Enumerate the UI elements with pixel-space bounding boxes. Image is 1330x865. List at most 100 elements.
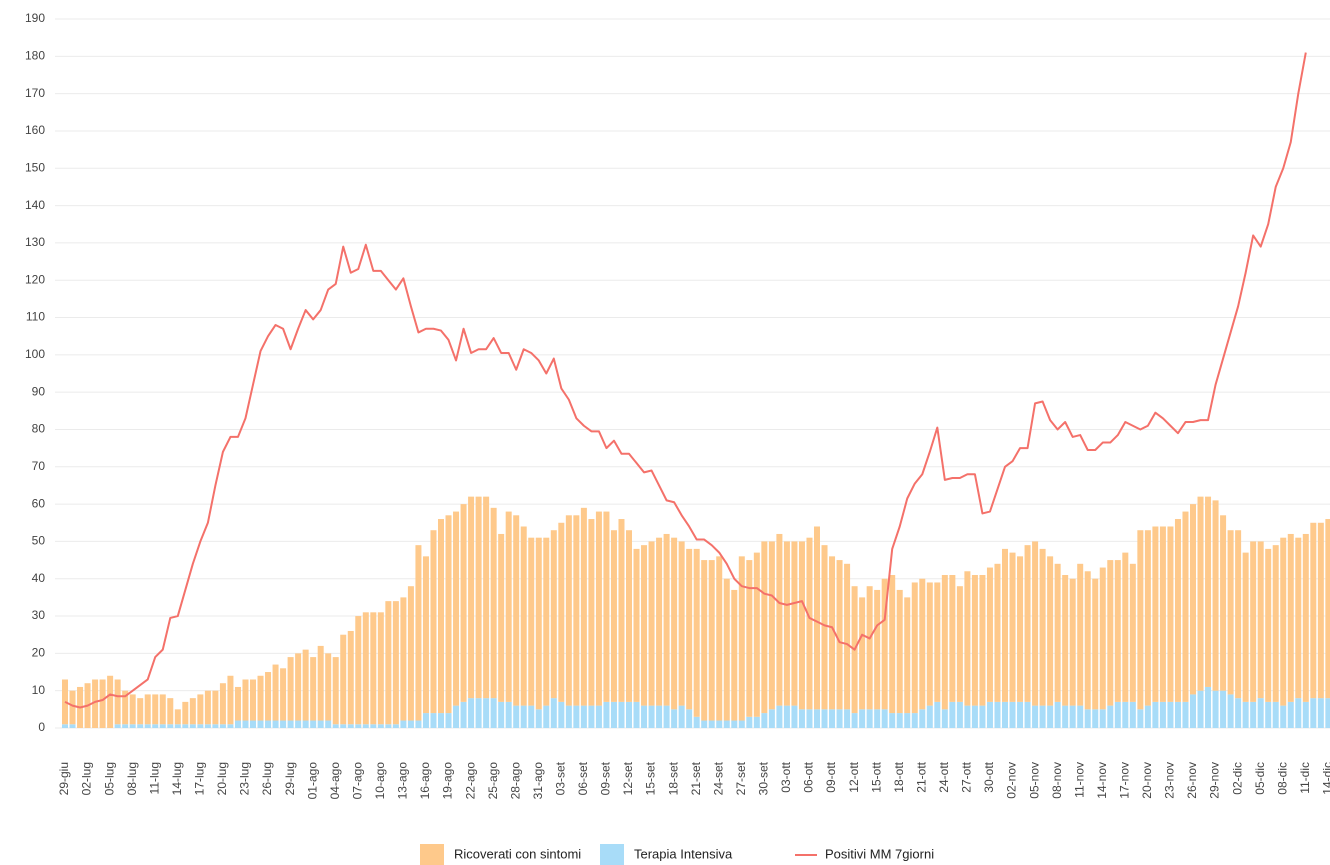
bar: [122, 724, 129, 728]
bar: [859, 709, 866, 728]
bar: [761, 541, 768, 714]
y-tick-label: 100: [25, 347, 45, 361]
bar: [69, 690, 76, 725]
bar: [1295, 698, 1302, 728]
bar: [783, 705, 790, 728]
x-tick-label: 30-set: [757, 761, 771, 795]
bar: [603, 701, 610, 728]
bar: [1137, 709, 1144, 728]
bar: [956, 701, 963, 728]
bar: [152, 724, 159, 728]
bar: [964, 571, 971, 706]
bar: [964, 705, 971, 728]
bar: [1167, 526, 1174, 702]
bar: [1159, 526, 1166, 702]
bar: [701, 720, 708, 728]
bar: [498, 701, 505, 728]
bar: [242, 720, 249, 728]
legend: Ricoverati con sintomi Terapia Intensiva P…: [420, 844, 934, 865]
y-tick-label: 90: [32, 384, 46, 398]
bar: [189, 698, 196, 725]
x-tick-label: 17-nov: [1117, 762, 1131, 799]
x-tick-label: 27-ott: [960, 761, 974, 792]
bar: [505, 511, 512, 702]
bar: [829, 556, 836, 710]
bar: [1129, 563, 1136, 702]
bar: [505, 701, 512, 728]
bar: [520, 526, 527, 706]
bar: [693, 548, 700, 717]
x-tick-label: 23-lug: [238, 762, 252, 795]
bar: [941, 575, 948, 710]
x-tick-label: 05-dic: [1253, 762, 1267, 795]
bar: [986, 567, 993, 702]
bar: [535, 709, 542, 728]
bar: [904, 597, 911, 714]
bar: [234, 720, 241, 728]
bar: [445, 515, 452, 714]
bar: [971, 705, 978, 728]
bar: [768, 541, 775, 710]
bar: [994, 701, 1001, 728]
bar: [257, 675, 264, 721]
bar: [137, 724, 144, 728]
bar: [1159, 701, 1166, 728]
bar: [167, 724, 174, 728]
x-tick-label: 12-ott: [847, 761, 861, 792]
x-tick-label: 29-nov: [1208, 762, 1222, 799]
x-tick-label: 25-ago: [486, 762, 500, 800]
bar: [1235, 530, 1242, 699]
bar: [610, 530, 617, 702]
y-tick-label: 150: [25, 160, 45, 174]
legend-label: Ricoverati con sintomi: [454, 846, 581, 861]
bar: [806, 537, 813, 710]
x-tick-label: 24-ott: [937, 761, 951, 792]
bar: [1114, 560, 1121, 702]
bar: [678, 541, 685, 706]
bar: [122, 690, 129, 725]
bar: [1265, 548, 1272, 702]
bar: [212, 724, 219, 728]
bar: [310, 657, 317, 721]
bar: [392, 601, 399, 725]
bar: [814, 709, 820, 728]
bar: [543, 537, 550, 706]
bar: [663, 533, 670, 706]
bar: [791, 705, 798, 728]
bar: [829, 709, 836, 728]
x-tick-label: 14-nov: [1095, 762, 1109, 799]
bar: [1047, 705, 1054, 728]
bar: [407, 586, 414, 721]
bar: [580, 705, 587, 728]
bar: [182, 724, 189, 728]
x-tick-label: 18-ott: [892, 761, 906, 792]
bar: [204, 690, 211, 725]
bar: [580, 507, 587, 706]
bar: [716, 720, 723, 728]
bar: [926, 582, 933, 706]
x-tick-label: 11-nov: [1072, 762, 1086, 798]
bar: [1099, 709, 1106, 728]
bar: [528, 705, 535, 728]
x-tick-label: 17-lug: [193, 762, 207, 795]
bar: [1032, 705, 1039, 728]
bar: [1287, 701, 1294, 728]
bar: [1287, 533, 1294, 702]
bar: [595, 705, 602, 728]
bar: [1084, 709, 1091, 728]
bar: [1265, 701, 1272, 728]
x-tick-label: 06-set: [576, 761, 590, 795]
y-tick-label: 0: [38, 720, 45, 734]
bar: [325, 653, 332, 721]
x-tick-label: 13-ago: [396, 762, 410, 800]
bar: [821, 709, 828, 728]
bar: [1077, 563, 1084, 706]
bar: [475, 496, 482, 699]
bar: [265, 672, 272, 721]
bar: [776, 705, 783, 728]
y-tick-label: 170: [25, 86, 45, 100]
bar: [483, 496, 490, 699]
bar: [738, 720, 745, 728]
bar: [242, 679, 249, 721]
bar: [783, 541, 790, 706]
